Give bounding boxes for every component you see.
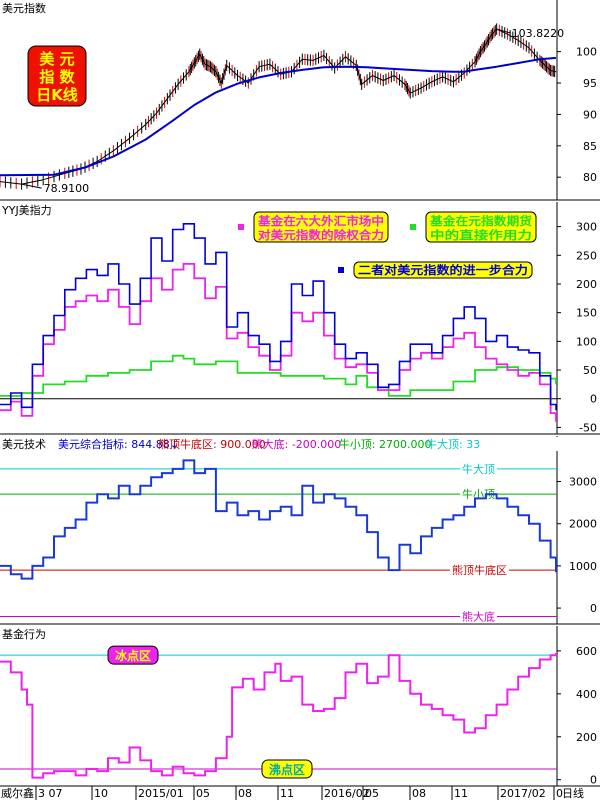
hline-label-bg [460, 487, 497, 502]
low-pointer [21, 183, 42, 189]
y-tick-label: 150 [576, 307, 597, 320]
legend-item-1: 熊顶牛底区: 900.000 [158, 437, 266, 451]
x-tick-label: 2016/02 [324, 787, 370, 800]
hline-label: 熊大底 [462, 610, 495, 624]
legend-clip-mask [555, 437, 600, 451]
fund-behavior-line [0, 653, 557, 779]
y-tick-label: 200 [576, 278, 597, 291]
badge-line: 美 元 [39, 50, 74, 68]
y-tick-label: 0 [590, 774, 597, 787]
zone-badge [107, 645, 159, 665]
high-pointer [496, 28, 511, 34]
y-tick-label: 95 [583, 77, 597, 90]
y-tick-label: 250 [576, 249, 597, 262]
zone-badge [261, 759, 313, 779]
legend-item-4: 牛大顶: 33 [426, 437, 480, 451]
y-tick-label: 100 [576, 335, 597, 348]
legend-box [253, 211, 389, 243]
legend-marker [410, 224, 416, 230]
panel-title: 美元指数 [2, 1, 46, 15]
series-yyj_pink [0, 263, 557, 422]
x-tick-label: 08 [412, 787, 426, 800]
legend-box [425, 211, 537, 243]
legend-item-3: 牛小顶: 2700.000 [339, 437, 432, 451]
x-axis-suffix: 日线 [562, 786, 584, 800]
y-tick-label: 85 [583, 140, 597, 153]
price-line [0, 28, 557, 185]
hline-label-bg [460, 609, 497, 624]
badge-line: 日K线 [36, 86, 78, 104]
y-tick-label: 100 [576, 46, 597, 59]
title-badge [27, 45, 87, 107]
y-tick-label: -50 [579, 421, 597, 434]
moving-average-line [0, 56, 557, 177]
x-tick-label: 2017/02 [500, 787, 546, 800]
panel-title: 美元技术 [2, 438, 46, 451]
y-tick-label: 400 [576, 688, 597, 701]
hline-label-bg [460, 461, 497, 476]
panel-title: YYJ美指力 [1, 203, 52, 217]
y-tick-label: 0 [590, 602, 597, 615]
zone-label: 沸点区 [269, 762, 305, 777]
y-tick-label: 0 [590, 393, 597, 406]
high-label: 103.8220 [512, 27, 564, 40]
hline-label: 牛大顶 [462, 462, 495, 476]
legend-text: 对美元指数的除权合力 [258, 228, 384, 242]
legend-marker [338, 267, 344, 273]
x-tick-label: 08 [238, 787, 252, 800]
x-tick-label: 2015/01 [138, 787, 184, 800]
legend-marker [238, 224, 244, 230]
legend-text: 基金在六大外汇市场中 [257, 214, 384, 228]
y-tick-label: 300 [576, 221, 597, 234]
y-tick-label: 3000 [569, 476, 597, 489]
badge-line: 指 数 [39, 68, 75, 86]
series-yyj_blue [0, 223, 557, 411]
x-tick-label: 11 [280, 787, 294, 800]
hline-label: 熊顶牛底区 [452, 563, 507, 577]
legend-text: 二者对美元指数的进一步合力 [358, 263, 528, 277]
technical-index-line [0, 459, 557, 580]
zone-label: 冰点区 [115, 648, 151, 663]
y-tick-label: 80 [583, 171, 597, 184]
y-tick-label: 50 [583, 364, 597, 377]
y-tick-label: 600 [576, 645, 597, 658]
legend-text: 基金在元指数期货 [429, 214, 533, 228]
y-tick-label: 200 [576, 731, 597, 744]
x-axis-left-label: 威尔鑫 [1, 786, 34, 800]
x-tick-label: 05 [196, 787, 210, 800]
legend-item-2: 熊大底: -200.000 [252, 437, 342, 451]
panel-title: 基金行为 [2, 627, 46, 641]
x-tick-label: 05 [365, 787, 379, 800]
series-yyj_green [0, 354, 557, 397]
legend-text: 中的直接作用力 [430, 228, 532, 242]
x-tick-label: 11 [454, 787, 468, 800]
legend-item-0: 美元综合指标: 844.88↓ [58, 437, 179, 451]
x-tick-label: 0 [556, 787, 563, 800]
hline-label-bg [450, 563, 509, 578]
legend-box [353, 261, 533, 279]
y-tick-label: 2000 [569, 518, 597, 531]
low-label: 78.9100 [44, 182, 90, 195]
x-tick-label: 10 [94, 787, 108, 800]
y-tick-label: 90 [583, 108, 597, 121]
y-tick-label: 1000 [569, 560, 597, 573]
x-tick-label: 3 07 [38, 787, 63, 800]
